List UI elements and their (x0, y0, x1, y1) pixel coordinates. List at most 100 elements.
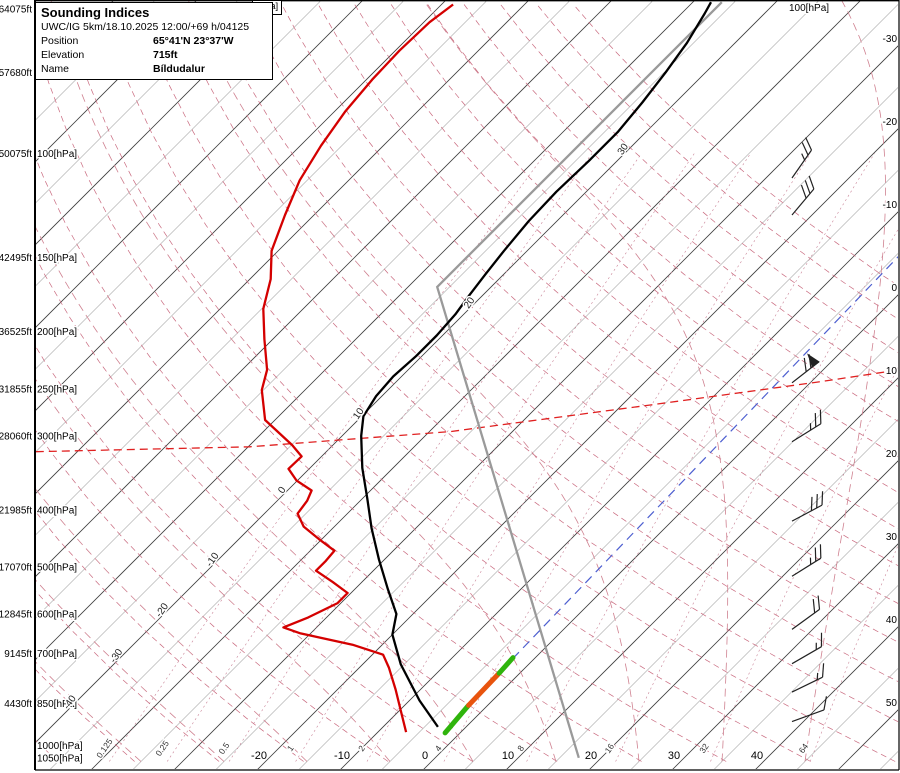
axis-label-layer: 100[hPa] 150[hPa] 200[hPa] 250[hPa] 300[hPa]… (0, 5, 899, 766)
wind-barb (791, 137, 813, 179)
altitude-axis-label: 9145ft (4, 649, 32, 660)
altitude-axis-label: 28060ft (0, 431, 32, 442)
dry-adiabat-line (99, 4, 896, 762)
info-label: Name (41, 63, 70, 75)
info-value: 715ft (153, 49, 178, 61)
dry-adiabat-line (390, 4, 898, 458)
info-label: Elevation (41, 49, 85, 61)
info-value: Bíldudalur (153, 63, 205, 75)
mixing-ratio-line (615, 228, 898, 762)
isotherm-line (672, 543, 898, 769)
altitude-axis-label: 36525ft (0, 327, 32, 338)
pressure-axis-label: 200[hPa] (37, 327, 77, 338)
info-value: 65°41'N 23°37'W (153, 35, 234, 47)
grid-diagonal-label: 20 (462, 295, 478, 311)
isotherm-line (36, 1, 653, 618)
pressure-axis-label: 500[hPa] (37, 563, 77, 574)
isotherm-line (36, 1, 570, 535)
dry-adiabat-line (62, 4, 811, 762)
wind-barb (791, 696, 828, 723)
dry-adiabat-line (172, 4, 898, 682)
sounding-info-panel: Sounding Indices UWC/IG 5km/18.10.2025 1… (35, 2, 273, 80)
dry-adiabat-line (317, 4, 898, 530)
mixing-ratio-label: 4 (433, 743, 444, 753)
wind-barb (791, 663, 825, 693)
isotherm-line (36, 1, 487, 452)
grid-diagonal-label: -20 (154, 601, 172, 620)
altitude-axis-label: 57680ft (0, 68, 32, 79)
moist-adiabat-line (188, 1, 640, 762)
moist-adiabat-line (804, 1, 886, 762)
wind-barb (791, 409, 822, 443)
isotherm-line (880, 751, 898, 769)
mixing-ratio-line (443, 153, 811, 762)
isotherm-line (36, 1, 238, 203)
mixing-ratio-line (366, 153, 751, 762)
isotherm-line (423, 294, 898, 769)
altitude-axis-label: 12845ft (0, 610, 32, 621)
mixing-ratio-line (109, 153, 546, 762)
dry-adiabat-line (536, 4, 898, 320)
altitude-axis-label: 42495ft (0, 253, 32, 264)
isotherm-line (340, 211, 898, 769)
isotherm-line (174, 45, 898, 769)
highlighted-reference-line (36, 369, 898, 453)
temp-axis-label-bottom: 10 (502, 750, 514, 762)
mixing-ratio-label: 0.5 (216, 740, 231, 756)
moist-adiabat-line (36, 379, 391, 762)
isotherm-line (36, 1, 778, 743)
isotherm-line (299, 170, 898, 769)
wind-barb (791, 544, 822, 577)
isotherm-line (50, 1, 819, 769)
mixing-ratio-line (526, 153, 875, 762)
isotherm-line (216, 87, 898, 769)
grid-diagonal-label: -30 (108, 647, 126, 666)
temp-axis-label-right: 20 (886, 449, 898, 460)
dry-adiabat-line (36, 157, 642, 762)
moist-adiabat-line (36, 661, 142, 762)
pressure-axis-label: 300[hPa] (37, 431, 77, 442)
isotherm-line (382, 253, 898, 769)
altitude-axis-label: 4430ft (4, 699, 32, 710)
temp-axis-label-right: 0 (891, 283, 897, 294)
mixing-ratio-line (809, 544, 898, 762)
pressure-axis-label: 1050[hPa] (37, 753, 83, 764)
mixing-ratio-label: 16 (603, 741, 617, 755)
temp-axis-label-bottom: 20 (585, 750, 597, 762)
dry-adiabat-line (573, 4, 898, 286)
isotherm-line (797, 668, 898, 769)
temp-axis-label-right: -10 (883, 200, 898, 211)
isotherm-line (755, 626, 898, 769)
grid-diagonal-label: 10 (351, 406, 367, 422)
dry-adiabat-line (36, 346, 473, 762)
moist-adiabat-line (50, 1, 557, 762)
parcel-path-dashed-line (512, 256, 898, 660)
isotherm-line (36, 1, 197, 162)
dry-adiabat-line (36, 591, 220, 762)
altitude-axis-label: 21985ft (0, 505, 32, 516)
dry-adiabat-line (36, 430, 389, 762)
mixing-ratio-label: 0.125 (94, 736, 115, 759)
altitude-axis-label: 17070ft (0, 563, 32, 574)
pressure-axis-label: 700[hPa] (37, 649, 77, 660)
moist-adiabat-line (36, 488, 308, 762)
wind-barb (791, 632, 823, 665)
isotherm-line (465, 336, 898, 769)
isotherm-line (91, 1, 861, 769)
pressure-axis-label: 150[hPa] (37, 253, 77, 264)
isotherm-line (36, 1, 280, 245)
temp-axis-label-bottom: 30 (668, 750, 680, 762)
pressure-axis-label: 100[hPa] (37, 149, 77, 160)
altitude-axis-label: 64075ft (0, 5, 32, 16)
plot-border (34, 0, 900, 771)
mixing-ratio-line (166, 153, 593, 762)
moist-adiabat-line (36, 740, 59, 762)
temperature-curve (360, 1, 713, 728)
model-run-info: UWC/IG 5km/18.10.2025 12:00/+69 h/04125 (41, 21, 250, 33)
temp-axis-label-right: 40 (886, 615, 898, 626)
panel-title: Sounding Indices (41, 5, 150, 20)
temp-axis-label-bottom: -20 (251, 750, 267, 762)
isotherm-line (36, 1, 404, 369)
grid-diagonal-label: 0 (276, 485, 288, 496)
